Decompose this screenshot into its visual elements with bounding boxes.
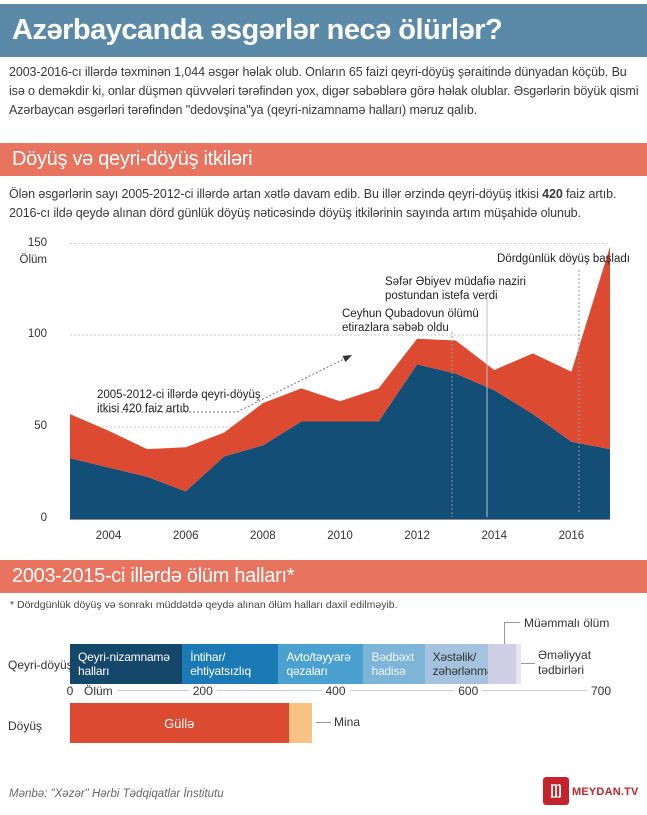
y-tick-150: 150 bbox=[27, 237, 47, 249]
y-axis-unit: Ölüm bbox=[19, 254, 47, 266]
annotation-qubadov: Ceyhun Qubadovun ölümü etirazlara səbəb … bbox=[342, 308, 479, 334]
label-mina: Mina bbox=[334, 715, 361, 729]
annotation-trend: 2005-2012-ci illərdə qeyri-döyüş itkisi … bbox=[97, 389, 261, 415]
section-header-death-causes: 2003-2015-ci illərdə ölüm halları* bbox=[0, 560, 647, 593]
y-tick-100: 100 bbox=[27, 328, 47, 340]
bar-segment-güllə: Güllə bbox=[70, 703, 289, 743]
bar-segment-əməliyyat-tədbirləri bbox=[516, 644, 522, 684]
page-title: Azərbaycanda əsgərlər necə ölürlər? bbox=[12, 14, 503, 46]
x-axis-year-label: 2004 bbox=[95, 530, 122, 542]
bar-x-axis-tick: 200 bbox=[188, 684, 217, 698]
mina-callout-line bbox=[316, 722, 331, 723]
area-chart-canvas bbox=[70, 243, 610, 520]
intro-paragraph: 2003-2016-cı illərdə təxminən 1,044 əsgə… bbox=[9, 65, 639, 117]
noncombat-area-series bbox=[70, 364, 610, 519]
section2-header-text: 2003-2015-ci illərdə ölüm halları* bbox=[12, 565, 295, 587]
section-header-combat-losses: Döyüş və qeyri-döyüş itkiləri bbox=[0, 143, 647, 176]
y-tick-0: 0 bbox=[40, 512, 47, 524]
x-axis-year-label: 2014 bbox=[481, 530, 508, 542]
combat-area-series bbox=[70, 246, 610, 492]
section1-text-after: faiz artıb. 2016-cı ildə qeydə alınan dö… bbox=[9, 187, 617, 220]
x-axis-year-label: 2012 bbox=[404, 530, 430, 542]
segment-label: Güllə bbox=[164, 715, 195, 731]
footnote: * Dördgünlük döyüş və sonrakı müddətdə q… bbox=[10, 599, 398, 611]
section1-header-text: Döyüş və qeyri-döyüş itkiləri bbox=[12, 148, 253, 170]
bar-segment-mina bbox=[288, 703, 313, 743]
section1-paragraph: Ölən əsgərlərin sayı 2005-2012-ci illərd… bbox=[9, 185, 643, 223]
section1-text-before: Ölən əsgərlərin sayı 2005-2012-ci illərd… bbox=[9, 187, 543, 201]
bar-segment-avto-təyyarə-qəzaları: Avto/təyyarə qəzaları bbox=[278, 644, 364, 684]
row-label-combat: Döyüş bbox=[8, 719, 43, 733]
x-axis-year-label: 2016 bbox=[558, 530, 585, 542]
bar-x-axis-tick: 400 bbox=[321, 684, 350, 698]
bar-segment-xəstəlik-zəhərlənmə: Xəstəlik/zəhərlənmə bbox=[424, 644, 494, 684]
bar-segment-qeyri-nizamnamə-halları: Qeyri-nizamnamə halları bbox=[70, 644, 183, 684]
y-tick-50: 50 bbox=[34, 420, 47, 432]
segment-label: Bədbəxt hadisə bbox=[371, 650, 415, 678]
bar-segment-i-ntihar-ehtiyatsızlıq: İntihar/ehtiyatsızlıq bbox=[182, 644, 279, 684]
label-amaliyyat-tadbirlari: Əməliyyat tədbirləri bbox=[538, 648, 592, 677]
amaliyyat-callout-line bbox=[521, 663, 535, 664]
combat-stacked-bar: Güllə bbox=[70, 703, 313, 743]
segment-label: İntihar/ehtiyatsızlıq bbox=[190, 650, 251, 678]
section1-bold-number: 420 bbox=[542, 187, 563, 201]
area-chart: 150 Ölüm 100 50 0 2004 2006 2008 2010 2012 20… bbox=[0, 235, 647, 555]
trend-arrow-line bbox=[97, 357, 347, 413]
x-axis-year-label: 2008 bbox=[250, 530, 276, 542]
muammali-callout-line bbox=[504, 622, 520, 623]
label-muammali-olum: Müəmmalı ölüm bbox=[524, 616, 610, 630]
meydan-logo-text: MEYDAN.TV bbox=[572, 786, 639, 798]
x-axis-year-label: 2010 bbox=[327, 530, 353, 542]
page-header-bar: Azərbaycanda əsgərlər necə ölürlər? bbox=[0, 4, 647, 57]
bar-x-axis-unit: Ölüm bbox=[84, 684, 118, 698]
segment-label: Xəstəlik/zəhərlənmə bbox=[432, 650, 494, 678]
segment-label: Avto/təyyarə qəzaları bbox=[286, 650, 351, 678]
bar-x-axis-tick: 0 bbox=[56, 684, 84, 698]
source-credit: Mənbə: "Xəzər" Hərbi Tədqiqatlar İnstitu… bbox=[9, 788, 224, 800]
stacked-bar-chart: Müəmmalı ölüm Qeyri-döyüş Qeyri-nizamnam… bbox=[0, 610, 647, 760]
muammali-callout-line-vertical bbox=[504, 622, 505, 644]
noncombat-stacked-bar: Qeyri-nizamnamə halları İntihar/ehtiyatsız… bbox=[70, 644, 522, 684]
segment-label: Qeyri-nizamnamə halları bbox=[78, 650, 170, 678]
bar-x-axis-tick: 700 bbox=[587, 684, 615, 698]
annotation-abiyev: Səfər Əbiyev müdafiə naziri postundan is… bbox=[385, 276, 526, 302]
x-axis-year-label: 2006 bbox=[172, 530, 199, 542]
annotation-fourday: Dördgünlük döyüş başladı bbox=[497, 253, 630, 265]
trend-arrowhead bbox=[342, 355, 352, 363]
bar-x-axis-tick: 600 bbox=[454, 684, 483, 698]
row-label-noncombat: Qeyri-döyüş bbox=[8, 658, 73, 672]
bar-segment-bədbəxt-hadisə: Bədbəxt hadisə bbox=[363, 644, 425, 684]
bar-segment-müəmmalı-ölüm bbox=[488, 644, 517, 684]
